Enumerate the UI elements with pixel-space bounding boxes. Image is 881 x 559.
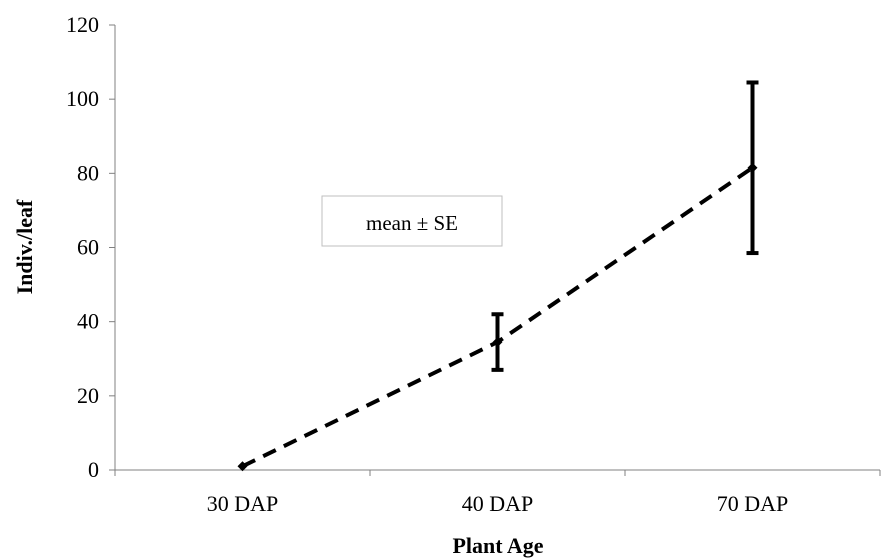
data-point xyxy=(747,162,758,173)
y-tick-label: 100 xyxy=(66,86,99,111)
legend-label: mean ± SE xyxy=(366,211,458,235)
series xyxy=(237,80,759,472)
y-tick-label: 0 xyxy=(88,457,99,482)
y-tick-label: 40 xyxy=(77,309,99,334)
x-tick-label: 40 DAP xyxy=(462,491,534,516)
x-tick-label: 70 DAP xyxy=(717,491,789,516)
y-tick-label: 120 xyxy=(66,12,99,37)
data-point xyxy=(492,337,503,348)
y-tick-label: 20 xyxy=(77,383,99,408)
legend-box: mean ± SE xyxy=(321,195,503,247)
x-tick-label: 30 DAP xyxy=(207,491,279,516)
y-axis-title: Indiv./leaf xyxy=(12,199,37,294)
data-point xyxy=(237,461,248,472)
tick-labels: 0 20 40 60 80 100 120 30 DAP 40 DAP 70 DAP xyxy=(66,12,788,516)
y-tick-label: 60 xyxy=(77,235,99,260)
legend-frame xyxy=(321,195,503,247)
x-axis-title: Plant Age xyxy=(452,533,543,558)
axes xyxy=(109,24,881,476)
y-tick-label: 80 xyxy=(77,160,99,185)
